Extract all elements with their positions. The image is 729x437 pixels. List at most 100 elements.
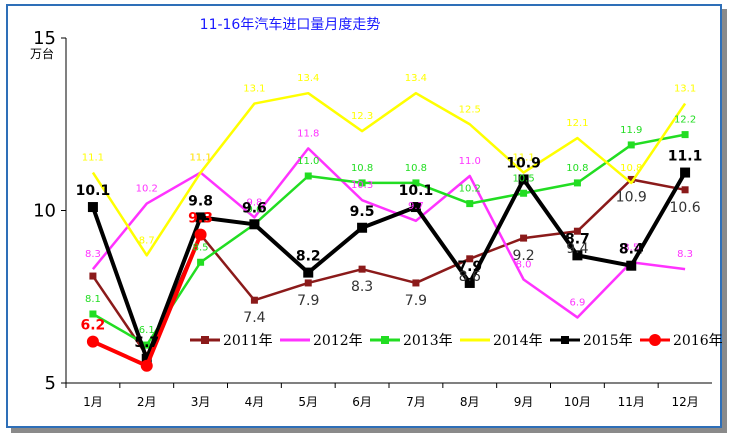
data-label: 10.9 (506, 155, 541, 171)
data-label: 13.4 (297, 73, 319, 84)
data-point (197, 258, 205, 266)
x-tick-label: 12月 (671, 395, 698, 409)
data-label: 6.1 (139, 325, 155, 336)
x-tick-label: 8月 (460, 395, 480, 409)
y-axis-unit-label: 万台 (30, 46, 54, 61)
data-label: 8.3 (351, 279, 373, 295)
data-point (627, 141, 635, 149)
data-label: 12.2 (674, 115, 696, 126)
data-point (87, 202, 98, 213)
data-label: 11.1 (189, 153, 211, 164)
data-point (89, 272, 97, 280)
data-point (681, 186, 689, 194)
data-label: 8.7 (139, 235, 155, 246)
data-label: 9.7 (408, 201, 424, 212)
data-label: 9.8 (246, 197, 262, 208)
legend: 2011年 2012年 2013年 2014年 2015年 2016年 (190, 333, 723, 349)
x-tick-label: 2月 (137, 395, 157, 409)
chart-title: 11-16年汽车进口量月度走势 (200, 16, 381, 33)
x-tick-label: 7月 (406, 395, 426, 409)
legend-swatch-marker (201, 336, 209, 344)
data-label: 11.9 (620, 125, 642, 136)
x-tick-label: 11月 (618, 395, 645, 409)
data-label: 8.4 (619, 242, 644, 258)
series-layer (86, 91, 691, 372)
series-line-2013年 (92, 133, 686, 347)
data-label: 8.5 (623, 242, 639, 253)
legend-label: 2014年 (493, 333, 543, 349)
series-line-2012年 (91, 147, 686, 319)
data-label: 11.1 (189, 153, 211, 164)
x-tick-label: 6月 (352, 395, 372, 409)
data-label: 9.5 (350, 204, 375, 220)
data-label: 12.1 (566, 118, 588, 129)
data-point (572, 250, 583, 261)
data-label: 10.1 (399, 183, 434, 199)
data-point (250, 296, 258, 304)
data-point (518, 174, 529, 185)
data-point (412, 279, 420, 287)
x-tick-label: 3月 (191, 395, 211, 409)
data-point (573, 227, 581, 235)
data-label: 8.5 (193, 242, 209, 253)
x-tick-label: 9月 (514, 395, 534, 409)
data-point (358, 179, 366, 187)
data-label: 11.0 (297, 156, 319, 167)
data-label: 8.3 (677, 249, 693, 260)
x-tick-label: 10月 (564, 395, 591, 409)
legend-swatch-marker (381, 336, 389, 344)
data-label: 7.9 (297, 293, 319, 309)
data-point (681, 131, 689, 139)
data-point (303, 267, 314, 278)
data-label: 13.1 (674, 84, 696, 95)
data-label: 10.2 (459, 184, 481, 195)
legend-label: 2015年 (583, 333, 633, 349)
data-point (464, 277, 475, 288)
data-label: 8.1 (85, 294, 101, 305)
data-label: 5.7 (134, 335, 159, 351)
data-point (466, 255, 474, 263)
data-label: 6.9 (569, 297, 585, 308)
data-label: 13.4 (405, 73, 427, 84)
legend-label: 2013年 (403, 333, 453, 349)
data-label: 6.2 (81, 318, 106, 334)
data-label: 8.0 (516, 260, 532, 271)
data-label: 11.8 (297, 128, 319, 139)
data-label: 10.5 (512, 173, 534, 184)
data-label: 11.1 (512, 153, 534, 164)
data-label: 12.5 (459, 104, 481, 115)
data-point (141, 353, 152, 364)
data-point (304, 172, 312, 180)
data-label: 10.9 (616, 189, 647, 205)
series-line-2014年 (91, 91, 687, 257)
data-label: 9.6 (246, 204, 262, 215)
data-point (194, 228, 207, 241)
legend-swatch-marker (561, 336, 569, 344)
data-label: 9.4 (566, 241, 588, 257)
data-labels-layer: 7.47.98.37.98.69.2 9.410.910.68.310.211.1… (76, 73, 703, 351)
data-label: 11.0 (459, 156, 481, 167)
data-label: 9.2 (512, 248, 534, 264)
legend-label: 2011年 (223, 333, 273, 349)
data-label: 10.1 (76, 183, 111, 199)
data-point (195, 212, 206, 223)
data-label: 10.8 (620, 163, 642, 174)
y-tick-label: 10 (33, 201, 56, 222)
data-label: 10.8 (405, 163, 427, 174)
data-label: 10.8 (351, 163, 373, 174)
data-label: 7.4 (243, 310, 265, 326)
data-point (412, 179, 420, 187)
data-point (520, 189, 528, 197)
legend-label: 2012年 (313, 333, 363, 349)
data-label: 7.9 (405, 293, 427, 309)
data-point (573, 179, 581, 187)
data-label: 9.8 (188, 193, 213, 209)
x-tick-label: 5月 (298, 395, 318, 409)
data-label: 12.3 (351, 111, 373, 122)
data-label: 11.1 (82, 153, 104, 164)
data-label: 8.6 (459, 269, 481, 285)
data-point (680, 167, 691, 178)
series-line-2015年 (91, 171, 687, 361)
data-point (466, 200, 474, 208)
